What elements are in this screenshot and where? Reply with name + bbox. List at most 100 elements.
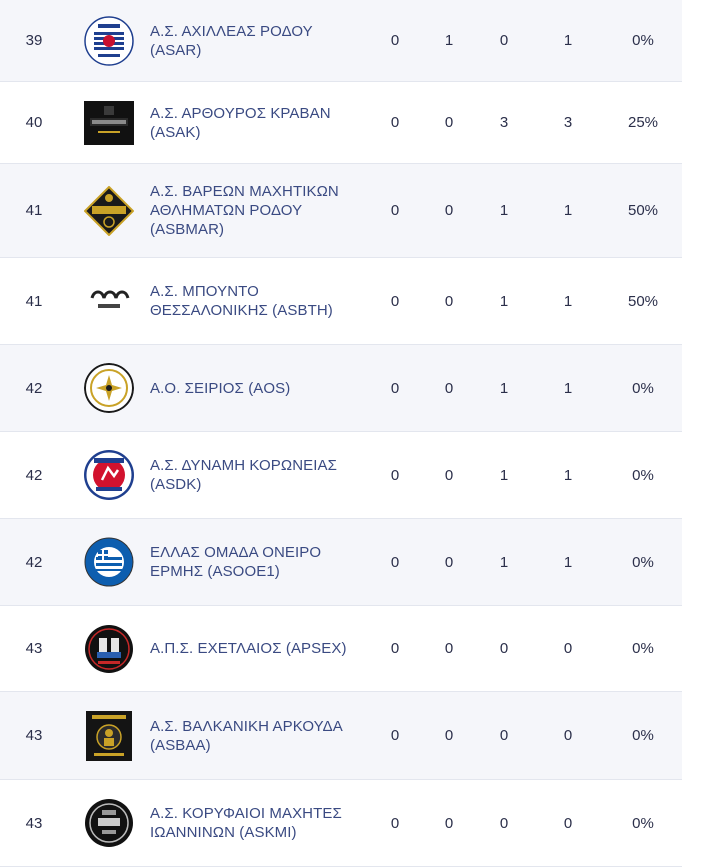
rank-cell: 41 <box>25 202 43 219</box>
vareon-machitikon-logo[interactable] <box>84 185 134 236</box>
stat-cell: 1 <box>563 32 573 49</box>
table-row: 41 Α.Σ. ΜΠΟΥΝΤΟ ΘΕΣΣΑΛΟΝΙΚΗΣ (ASBTH) 0 0… <box>0 258 682 345</box>
stat-cell: 1 <box>499 379 509 397</box>
percent-cell: 0% <box>632 727 654 744</box>
percent-cell: 25% <box>627 114 659 131</box>
percent-cell: 50% <box>627 292 659 310</box>
table-row: 43 Α.Σ. ΒΑΛΚΑΝΙΚΗ ΑΡΚΟΥΔΑ (ASBAA) 0 0 0 … <box>0 692 682 780</box>
table-row: 43 Α.Σ. ΚΟΡΥΦΑΙΟΙ ΜΑΧΗΤΕΣ ΙΩΑΝΝΙΝΩΝ (ASK… <box>0 780 682 867</box>
percent-cell: 0% <box>632 640 654 657</box>
percent-cell: 0% <box>632 379 654 397</box>
stat-cell: 0 <box>390 379 400 397</box>
table-row: 42 Α.Σ. ΔΥΝΑΜΗ ΚΟΡΩΝΕΙΑΣ (ASDK) 0 0 1 1 … <box>0 432 682 519</box>
stat-cell: 1 <box>444 32 454 49</box>
stat-cell: 0 <box>499 32 509 49</box>
stat-cell: 0 <box>390 814 400 832</box>
stat-cell: 1 <box>499 202 509 219</box>
stat-cell: 1 <box>563 292 573 310</box>
percent-cell: 0% <box>632 814 654 832</box>
standings-table: 39 Α.Σ. ΑΧΙΛΛΕΑΣ ΡΟΔΟΥ (ASAR) 0 1 0 1 0%… <box>0 0 682 867</box>
stat-cell: 0 <box>499 814 509 832</box>
stat-cell: 0 <box>444 202 454 219</box>
team-logo-cell <box>68 624 150 674</box>
stat-cell: 0 <box>390 640 400 657</box>
stat-cell: 0 <box>444 466 454 484</box>
stat-cell: 0 <box>563 727 573 744</box>
table-row: 42 Α.Ο. ΣΕΙΡΙΟΣ (AOS) 0 0 1 1 0% <box>0 345 682 432</box>
echetlaios-logo[interactable] <box>84 624 134 674</box>
budo-fighters-logo[interactable] <box>84 276 134 326</box>
table-row: 41 Α.Σ. ΒΑΡΕΩΝ ΜΑΧΗΤΙΚΩΝ ΑΘΛΗΜΑΤΩΝ ΡΟΔΟΥ… <box>0 164 682 258</box>
rank-cell: 39 <box>25 32 43 49</box>
percent-cell: 0% <box>632 466 654 484</box>
team-name[interactable]: Α.Σ. ΜΠΟΥΝΤΟ ΘΕΣΣΑΛΟΝΙΚΗΣ (ASBTH) <box>150 283 333 319</box>
stat-cell: 1 <box>563 466 573 484</box>
balkan-bear-logo[interactable] <box>84 710 134 761</box>
stat-cell: 0 <box>390 553 400 571</box>
stat-cell: 0 <box>390 292 400 310</box>
rank-cell: 43 <box>25 727 43 744</box>
stat-cell: 0 <box>390 466 400 484</box>
seirios-logo[interactable] <box>84 363 134 413</box>
stat-cell: 0 <box>390 202 400 219</box>
team-logo-cell <box>68 537 150 587</box>
team-logo-cell <box>68 363 150 413</box>
team-name[interactable]: Α.Σ. ΑΡΘΟΥΡΟΣ ΚΡΑΒΑΝ (ASAK) <box>150 104 331 141</box>
team-logo-cell <box>68 15 150 66</box>
team-logo-cell <box>68 98 150 148</box>
rank-cell: 40 <box>25 114 43 131</box>
stat-cell: 0 <box>444 640 454 657</box>
rank-cell: 42 <box>25 466 43 484</box>
stat-cell: 0 <box>444 114 454 131</box>
stat-cell: 1 <box>563 202 573 219</box>
team-name[interactable]: Α.Ο. ΣΕΙΡΙΟΣ (AOS) <box>150 379 291 397</box>
koryfaioi-machites-logo[interactable] <box>84 798 134 848</box>
stat-cell: 1 <box>563 379 573 397</box>
dynami-koroneias-logo[interactable] <box>84 450 134 500</box>
team-logo-cell <box>68 710 150 761</box>
achilleas-rodou-logo[interactable] <box>84 15 134 66</box>
percent-cell: 50% <box>627 202 659 219</box>
table-row: 40 Α.Σ. ΑΡΘΟΥΡΟΣ ΚΡΑΒΑΝ (ASAK) 0 0 3 3 2… <box>0 82 682 164</box>
stat-cell: 0 <box>499 640 509 657</box>
stat-cell: 0 <box>390 727 400 744</box>
team-logo-cell <box>68 798 150 848</box>
stat-cell: 0 <box>563 640 573 657</box>
stat-cell: 3 <box>499 114 509 131</box>
stat-cell: 0 <box>444 379 454 397</box>
table-row: 42 ΕΛΛΑΣ ΟΜΑΔΑ ΟΝΕΙΡΟ ΕΡΜΗΣ (ASOOE1) 0 0… <box>0 519 682 606</box>
table-row: 43 Α.Π.Σ. ΕΧΕΤΛΑΙΟΣ (APSEX) 0 0 0 0 0% <box>0 606 682 692</box>
team-name[interactable]: Α.Σ. ΒΑΛΚΑΝΙΚΗ ΑΡΚΟΥΔΑ (ASBAA) <box>150 717 343 754</box>
percent-cell: 0% <box>632 32 654 49</box>
stat-cell: 0 <box>390 32 400 49</box>
percent-cell: 0% <box>632 553 654 571</box>
table-row: 39 Α.Σ. ΑΧΙΛΛΕΑΣ ΡΟΔΟΥ (ASAR) 0 1 0 1 0% <box>0 0 682 82</box>
stat-cell: 1 <box>499 292 509 310</box>
team-logo-cell <box>68 276 150 326</box>
team-logo-cell <box>68 185 150 236</box>
stat-cell: 0 <box>390 114 400 131</box>
stat-cell: 1 <box>563 553 573 571</box>
team-name[interactable]: Α.Σ. ΚΟΡΥΦΑΙΟΙ ΜΑΧΗΤΕΣ ΙΩΑΝΝΙΝΩΝ (ASKMI) <box>150 805 342 841</box>
team-name[interactable]: Α.Π.Σ. ΕΧΕΤΛΑΙΟΣ (APSEX) <box>150 640 347 657</box>
stat-cell: 3 <box>563 114 573 131</box>
stat-cell: 0 <box>444 727 454 744</box>
stat-cell: 1 <box>499 466 509 484</box>
stat-cell: 0 <box>444 814 454 832</box>
rank-cell: 42 <box>25 553 43 571</box>
stat-cell: 0 <box>444 292 454 310</box>
rank-cell: 42 <box>25 379 43 397</box>
stat-cell: 0 <box>499 727 509 744</box>
ellas-omada-logo[interactable] <box>84 537 134 587</box>
stat-cell: 0 <box>563 814 573 832</box>
rank-cell: 43 <box>25 814 43 832</box>
rank-cell: 43 <box>25 640 43 657</box>
team-name[interactable]: Α.Σ. ΔΥΝΑΜΗ ΚΟΡΩΝΕΙΑΣ (ASDK) <box>150 457 338 493</box>
underdog-logo[interactable] <box>84 98 134 148</box>
rank-cell: 41 <box>25 292 43 310</box>
stat-cell: 0 <box>444 553 454 571</box>
stat-cell: 1 <box>499 553 509 571</box>
team-name[interactable]: ΕΛΛΑΣ ΟΜΑΔΑ ΟΝΕΙΡΟ ΕΡΜΗΣ (ASOOE1) <box>150 544 322 580</box>
team-name[interactable]: Α.Σ. ΒΑΡΕΩΝ ΜΑΧΗΤΙΚΩΝ ΑΘΛΗΜΑΤΩΝ ΡΟΔΟΥ (A… <box>150 183 339 238</box>
team-name[interactable]: Α.Σ. ΑΧΙΛΛΕΑΣ ΡΟΔΟΥ (ASAR) <box>150 22 313 59</box>
